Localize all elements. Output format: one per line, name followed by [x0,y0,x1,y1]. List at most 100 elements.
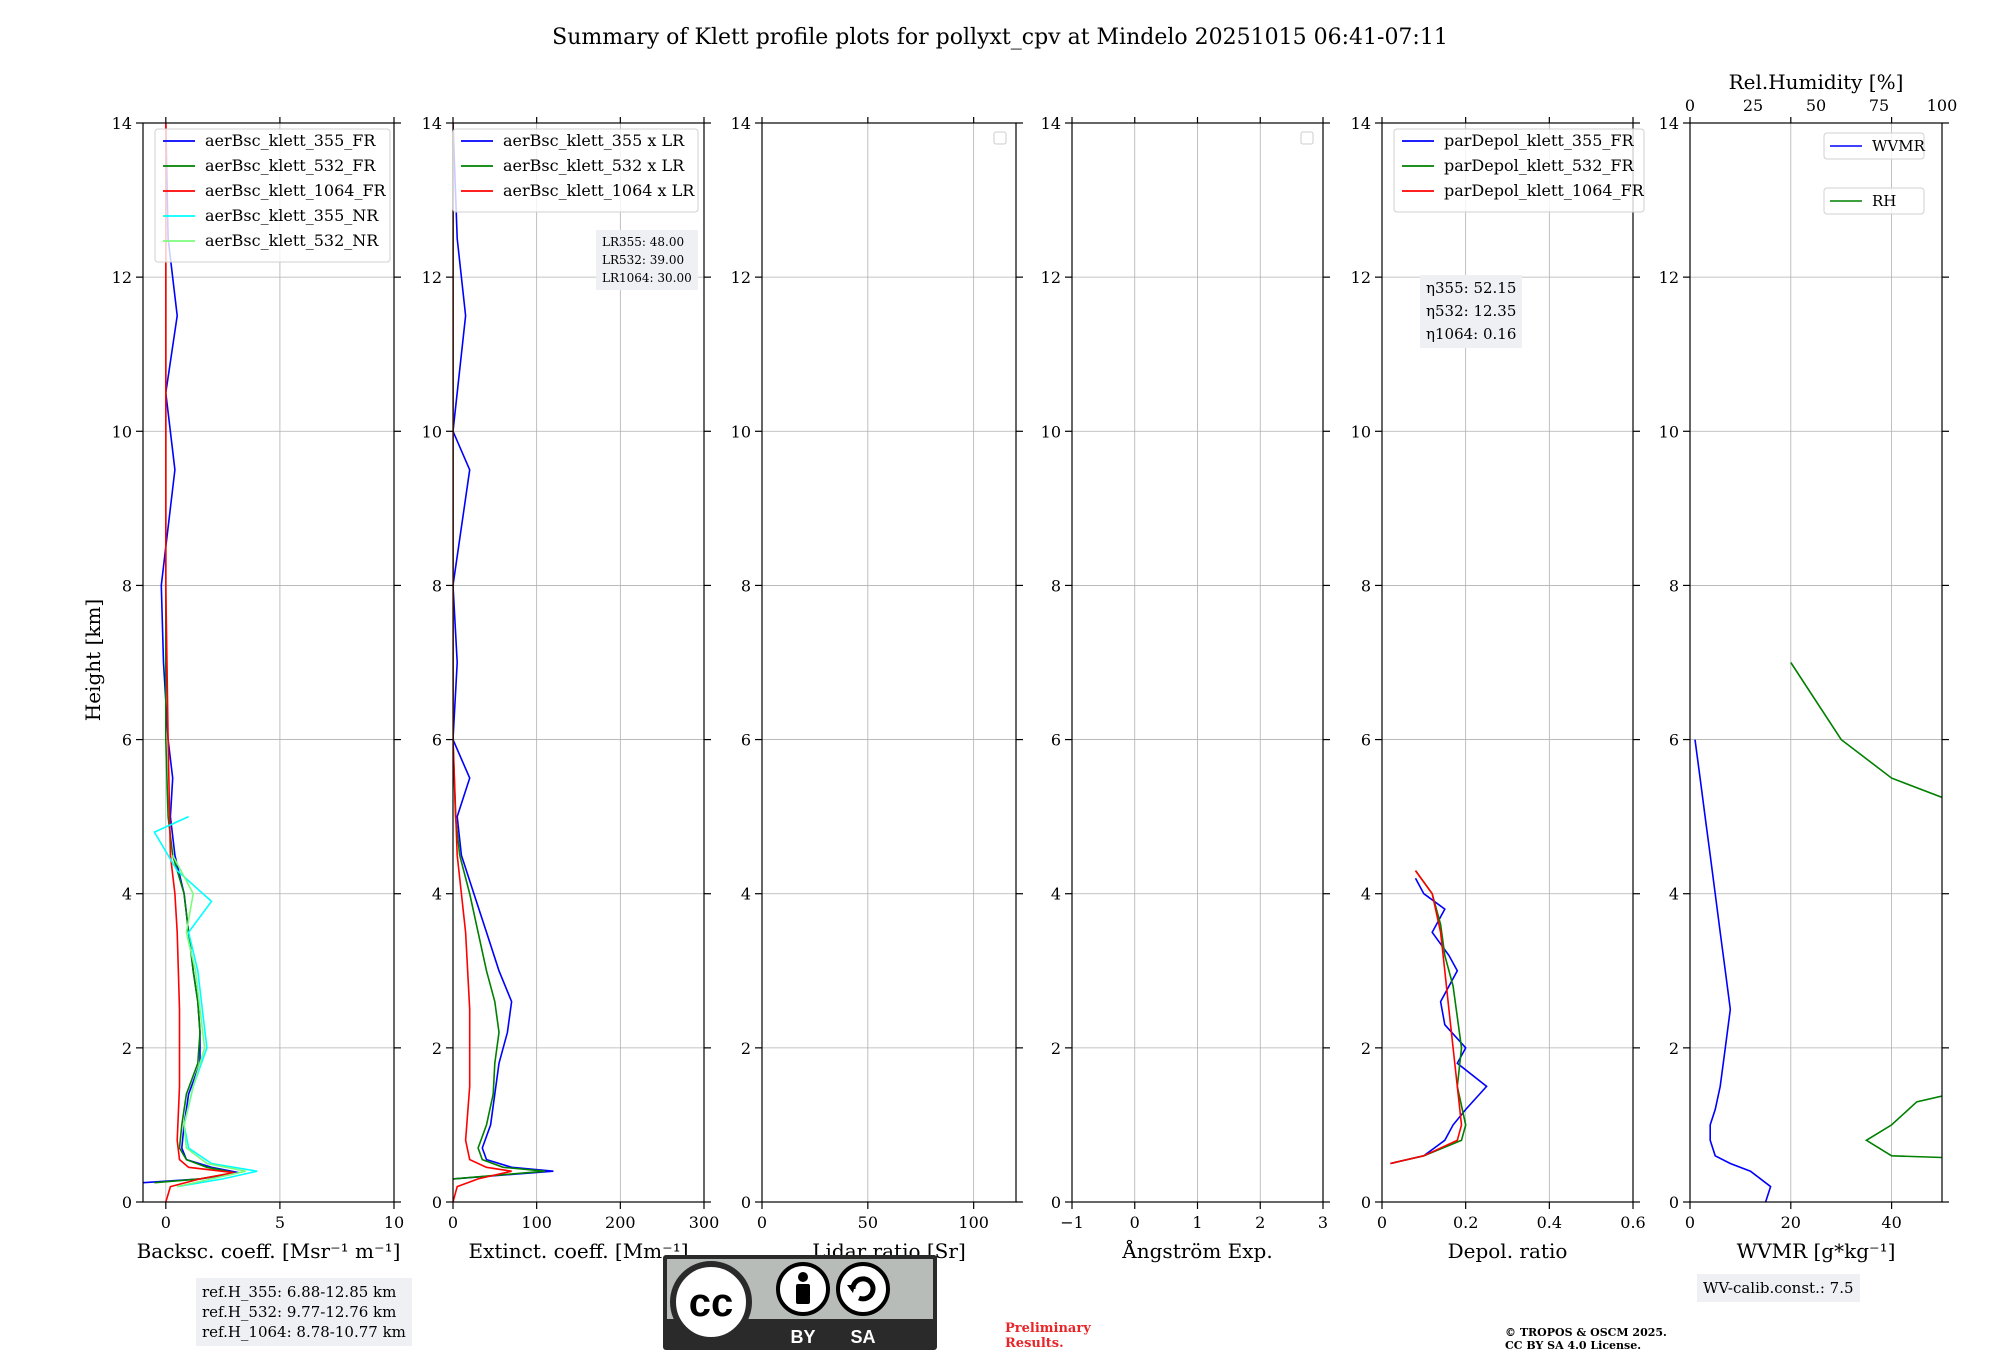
legend-label: aerBsc_klett_532 x LR [503,156,685,175]
y-tick-label: 12 [112,268,132,287]
preliminary-line-2: Results. [1005,1336,1064,1351]
ref-height-box: ref.H_355: 6.88-12.85 km ref.H_532: 9.77… [196,1278,412,1346]
x2-tick-label: 75 [1869,96,1889,115]
y-tick-label: 14 [1351,114,1371,133]
legend-label: parDepol_klett_532_FR [1444,156,1635,175]
y-tick-label: 10 [731,422,751,441]
preliminary-note: Preliminary Results. [1005,1321,1091,1351]
y-tick-label: 0 [432,1193,442,1212]
plot-frame [761,122,1017,1203]
x-tick-label: 0 [1130,1213,1140,1232]
x-tick-label: 50 [858,1213,878,1232]
empty-legend [1300,131,1314,145]
lidar-ratio-1064: LR1064: 30.00 [602,271,692,285]
y-tick-label: 4 [1051,885,1061,904]
x-axis-title: WVMR [g*kg⁻¹] [1737,1239,1896,1263]
lidar-ratio-532: LR532: 39.00 [602,253,685,267]
y-tick-label: 14 [731,114,751,133]
eta-532: η532: 12.35 [1426,302,1517,320]
y-tick-label: 12 [731,268,751,287]
y-tick-label: 6 [741,731,751,750]
series-line-aerBsc_klett_355_NR [153,815,258,1188]
legend-label: aerBsc_klett_532_FR [205,156,376,175]
series-line-parDepol_klett_532_FR [1390,870,1467,1165]
y-tick-label: 10 [422,422,442,441]
y-tick-label: 4 [432,885,442,904]
x-axis-title: Ångström Exp. [1121,1238,1272,1263]
y-tick-label: 10 [1351,422,1371,441]
y-tick-label: 12 [422,268,442,287]
x-tick-label: 0 [448,1213,458,1232]
preliminary-line-1: Preliminary [1005,1321,1091,1336]
x-tick-label: 0.4 [1537,1213,1562,1232]
x2-tick-label: 25 [1743,96,1763,115]
cc-logo-text: cc [689,1281,734,1325]
panel-2: 0 100 200 300 0 2 4 6 8 10 12 14 Extinct. coeff. [Mm… [422,114,720,1263]
eta-355: η355: 52.15 [1426,279,1517,297]
eta-1064: η1064: 0.16 [1426,325,1517,343]
x-tick-label: 0 [757,1213,767,1232]
legend-label: parDepol_klett_355_FR [1444,131,1635,150]
series-line-aerBsc_klett_1064 x LR [453,123,512,1202]
series-line-aerBsc_klett_355 x LR [453,123,554,1180]
y-tick-label: 14 [422,114,442,133]
y-tick-label: 2 [1051,1039,1061,1058]
y-tick-label: 8 [432,576,442,595]
sa-share-icon [836,1262,890,1316]
x-tick-label: 0 [161,1213,171,1232]
x-tick-label: 3 [1318,1213,1328,1232]
plot-frame [142,122,395,1203]
legend-label: WVMR [1872,137,1926,155]
ref-height-355: ref.H_355: 6.88-12.85 km [202,1283,397,1301]
figure-title: Summary of Klett profile plots for polly… [552,25,1448,50]
series-line-aerBsc_klett_355_FR [143,123,239,1184]
lidar-ratio-355: LR355: 48.00 [602,235,685,249]
y-tick-label: 6 [122,731,132,750]
legend-label: RH [1872,192,1896,210]
series-line-WVMR [1694,739,1772,1202]
x-axis-title: Depol. ratio [1448,1239,1568,1263]
legend-label: aerBsc_klett_532_NR [205,231,379,250]
x-tick-label: 5 [275,1213,285,1232]
series-line-aerBsc_klett_532 x LR [453,123,546,1180]
legend-box [1823,187,1925,215]
x-tick-label: 100 [958,1213,989,1232]
y-tick-label: 6 [1669,731,1679,750]
x-tick-label: −1 [1060,1213,1084,1232]
y-tick-label: 10 [1659,422,1679,441]
x-tick-label: 40 [1881,1213,1901,1232]
ref-height-532: ref.H_532: 9.77-12.76 km [202,1303,397,1321]
y-tick-label: 0 [741,1193,751,1212]
y-tick-label: 0 [122,1193,132,1212]
copyright-note: © TROPOS & OSCM 2025. CC BY SA 4.0 Licen… [1505,1326,1667,1352]
y-tick-label: 4 [1669,885,1679,904]
series-line-aerBsc_klett_532_NR [171,854,246,1188]
cc-logo-icon [670,1261,752,1343]
x-tick-label: 300 [689,1213,720,1232]
y-tick-label: 8 [1051,576,1061,595]
x2-axis-title: Rel.Humidity [%] [1729,70,1904,94]
x-tick-label: 100 [521,1213,552,1232]
legend-box [1393,128,1645,213]
x-tick-label: 0 [1377,1213,1387,1232]
legend-label: aerBsc_klett_1064_FR [205,181,387,200]
y-tick-label: 2 [1669,1039,1679,1058]
y-tick-label: 8 [1361,576,1371,595]
y-tick-label: 2 [122,1039,132,1058]
eta-box: η355: 52.15 η532: 12.35 η1064: 0.16 [1420,275,1523,348]
legend-box [1823,132,1925,160]
empty-legend [993,131,1007,145]
y-tick-label: 6 [1361,731,1371,750]
wv-calib-box: WV-calib.const.: 7.5 [1697,1274,1860,1302]
series-line-RH [1790,662,1942,1159]
y-tick-label: 6 [1051,731,1061,750]
y-tick-label: 10 [1041,422,1061,441]
y-tick-label: 8 [1669,576,1679,595]
y-tick-label: 14 [1659,114,1679,133]
sa-label: SA [850,1327,875,1347]
y-tick-label: 4 [122,885,132,904]
x2-tick-label: 100 [1927,96,1958,115]
x2-tick-label: 0 [1685,96,1695,115]
y-tick-label: 12 [1041,268,1061,287]
